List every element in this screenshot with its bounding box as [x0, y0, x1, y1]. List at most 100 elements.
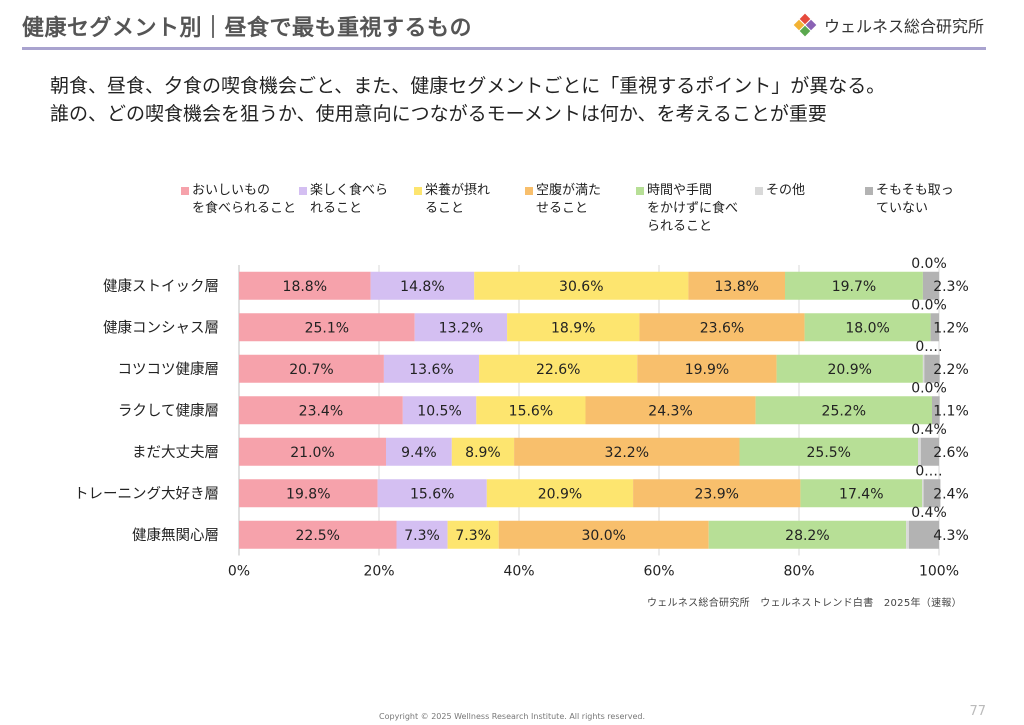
legend-swatch [414, 187, 422, 195]
bar-segment [447, 520, 499, 549]
bar-segment [633, 479, 801, 508]
category-label: 健康無関心層 [132, 527, 219, 544]
legend-item: 楽しく食べら れること [299, 182, 389, 218]
bar-segment [396, 520, 448, 549]
data-label: 20.9% [538, 486, 582, 502]
bar-segment [239, 354, 384, 383]
category-label: コツコツ健康層 [118, 361, 220, 378]
bar-segment [239, 313, 415, 342]
data-label: 10.5% [417, 403, 461, 419]
logo-mark-icon [793, 13, 817, 37]
legend-swatch [636, 187, 644, 195]
data-label: 9.4% [401, 445, 437, 461]
page-number: 77 [969, 704, 986, 719]
bar-segment [922, 271, 939, 300]
bar-segment [476, 396, 586, 425]
bar-segment [585, 396, 756, 425]
data-label: 2.6% [933, 445, 969, 461]
bar-segment [402, 396, 477, 425]
bar-segment [785, 271, 923, 300]
data-label: 18.8% [283, 279, 327, 295]
data-label: 2.3% [933, 279, 969, 295]
data-label: 0.4% [911, 505, 947, 521]
data-label: 25.1% [305, 320, 349, 336]
data-label: 15.6% [410, 486, 454, 502]
company-logo: ウェルネス総合研究所 [792, 12, 984, 38]
category-label: トレーニング大好き層 [74, 485, 219, 502]
data-label: 18.9% [551, 320, 595, 336]
bar-segment [920, 437, 939, 466]
bar-segment [708, 520, 907, 549]
category-label: 健康コンシャス層 [103, 319, 219, 336]
bar-segment [922, 479, 924, 508]
data-label: 1.1% [933, 403, 969, 419]
legend-label: おいしいもの を食べられること [192, 183, 297, 216]
data-label: 19.8% [286, 486, 330, 502]
data-label: 7.3% [404, 528, 440, 544]
data-label: 18.0% [845, 320, 889, 336]
bar-segment [239, 396, 403, 425]
data-label: 25.5% [807, 445, 851, 461]
source-note: ウェルネス総合研究所 ウェルネストレンド白書 2025年（速報） [646, 598, 962, 609]
x-tick-label: 20% [363, 564, 394, 580]
data-label: 15.6% [509, 403, 553, 419]
legend-item: 空腹が満た せること [525, 182, 602, 218]
bar-segment [451, 437, 515, 466]
legend-label: その他 [766, 183, 806, 198]
bar-segment [688, 271, 785, 300]
bar-segment [639, 313, 805, 342]
data-label: 1.2% [933, 320, 969, 336]
title-underline [22, 47, 986, 50]
legend-item: おいしいもの を食べられること [181, 182, 297, 218]
bar-segment [800, 479, 923, 508]
data-label: 30.0% [581, 528, 625, 544]
page-title: 健康セグメント別｜昼食で最も重視するもの [22, 16, 473, 41]
data-label: 20.9% [828, 362, 872, 378]
data-label: 14.8% [400, 279, 444, 295]
legend-swatch [525, 187, 533, 195]
bar-segment [739, 437, 918, 466]
logo-name: ウェルネス総合研究所 [823, 17, 984, 36]
bar-segment [908, 520, 939, 549]
bar-segment [776, 354, 923, 383]
data-label: 23.4% [299, 403, 343, 419]
category-label: 健康ストイック層 [103, 278, 219, 295]
legend-label: 栄養が摂れ ること [425, 183, 491, 216]
bar-segment [239, 520, 397, 549]
x-tick-label: 60% [643, 564, 674, 580]
data-label: 23.9% [695, 486, 739, 502]
bar-segment [932, 396, 940, 425]
bar-segment [514, 437, 740, 466]
data-label: 0.4% [911, 422, 947, 438]
chart-legend: おいしいもの を食べられること 楽しく食べら れること 栄養が摂れ ること 空腹が満た… [0, 182, 1024, 242]
data-label: 30.6% [559, 279, 603, 295]
bar-segment [924, 354, 940, 383]
bar-segment [239, 479, 378, 508]
legend-swatch [755, 187, 763, 195]
legend-item: 栄養が摂れ ること [414, 182, 491, 218]
data-label: 0.0% [911, 297, 947, 313]
data-label: 20.7% [289, 362, 333, 378]
bar-segment [239, 271, 371, 300]
data-label: 13.6% [409, 362, 453, 378]
data-label: 32.2% [605, 445, 649, 461]
data-label: 23.6% [700, 320, 744, 336]
data-label: 21.0% [290, 445, 334, 461]
bar-segment [474, 271, 689, 300]
data-label: 2.4% [933, 486, 969, 502]
x-tick-label: 0% [228, 564, 250, 580]
x-tick-label: 80% [783, 564, 814, 580]
data-label: 0.0% [911, 380, 947, 396]
bar-segment [930, 313, 939, 342]
data-label: 19.7% [832, 279, 876, 295]
category-label: ラクして健康層 [118, 402, 219, 419]
bar-segment [498, 520, 709, 549]
data-label: 4.3% [933, 528, 969, 544]
bar-segment [637, 354, 777, 383]
legend-label: 楽しく食べら れること [310, 183, 389, 216]
data-label: 17.4% [839, 486, 883, 502]
bar-segment [479, 354, 638, 383]
x-tick-label: 100% [919, 564, 959, 580]
data-label: 2.2% [933, 362, 969, 378]
legend-label: 空腹が満た せること [536, 183, 602, 216]
